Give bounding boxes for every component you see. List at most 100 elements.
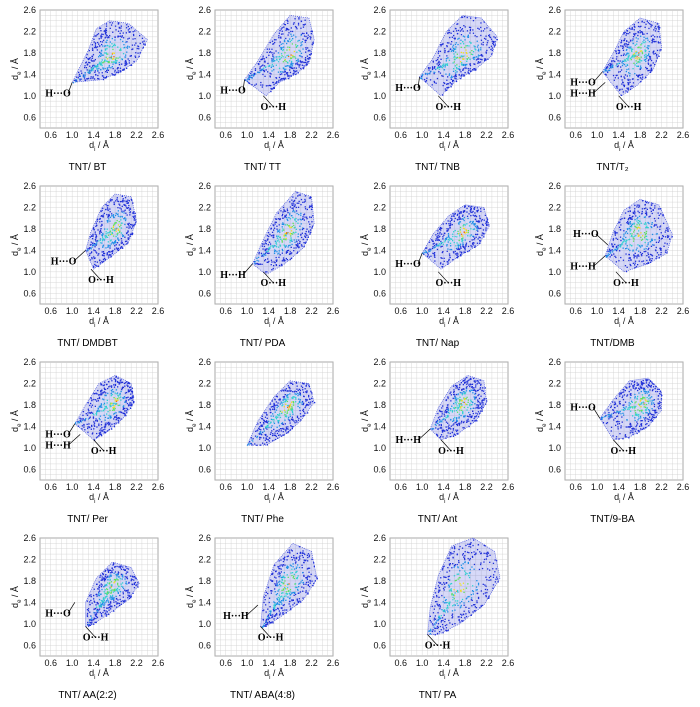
data-point [124, 223, 126, 226]
data-point [104, 77, 106, 79]
data-point [657, 212, 659, 214]
data-point [110, 199, 112, 201]
data-point [125, 200, 127, 203]
data-point [449, 436, 452, 438]
data-point [271, 48, 273, 50]
data-point [652, 40, 654, 43]
data-point [244, 79, 246, 81]
data-point [131, 396, 133, 398]
data-point [105, 56, 107, 58]
data-point [648, 247, 650, 249]
data-point [101, 36, 103, 38]
data-point [271, 61, 273, 63]
data-point [269, 422, 271, 424]
data-point [93, 266, 95, 268]
plot-svg: 0.60.61.01.01.41.41.81.82.22.22.62.6di /… [10, 357, 164, 505]
data-point [101, 224, 103, 226]
data-point [445, 64, 447, 66]
data-point [272, 235, 274, 237]
data-point [286, 74, 289, 76]
data-point [293, 67, 295, 69]
data-point [303, 32, 305, 35]
data-point [482, 44, 484, 46]
data-point [114, 400, 116, 402]
data-point [618, 71, 620, 73]
data-point [123, 203, 125, 206]
data-point [290, 62, 293, 64]
data-point [457, 230, 459, 233]
data-point [287, 219, 289, 222]
data-point [473, 228, 475, 230]
data-point [265, 85, 268, 87]
data-point [131, 232, 134, 234]
data-point [629, 225, 632, 228]
data-point [486, 27, 488, 29]
data-point [475, 56, 478, 58]
data-point [249, 441, 251, 443]
data-point [625, 90, 627, 92]
data-point [94, 42, 97, 44]
data-point [453, 241, 455, 244]
data-point [248, 82, 250, 85]
data-point [638, 250, 640, 252]
data-point [477, 238, 479, 240]
data-point [292, 391, 294, 393]
data-point [102, 62, 104, 64]
data-point [448, 253, 451, 255]
data-point [448, 258, 450, 261]
data-point [628, 68, 630, 70]
data-point [651, 202, 653, 205]
data-point [428, 249, 430, 251]
data-point [295, 60, 298, 62]
data-point [303, 35, 306, 37]
data-point [630, 224, 633, 227]
data-point [94, 246, 96, 248]
data-point [629, 228, 631, 230]
data-point [266, 261, 268, 263]
data-point [284, 411, 286, 413]
data-point [100, 231, 102, 233]
data-point [287, 40, 289, 42]
data-point [296, 385, 298, 387]
data-point [258, 72, 260, 74]
y-tick-label: 2.6 [23, 5, 36, 15]
data-point [477, 209, 479, 211]
data-point [664, 236, 667, 238]
data-point [123, 200, 125, 202]
data-point [267, 258, 269, 260]
data-point [91, 49, 94, 51]
data-point [452, 251, 455, 253]
y-tick-label: 1.0 [198, 443, 211, 453]
data-point [651, 70, 653, 72]
data-point [460, 71, 462, 73]
data-point [121, 211, 123, 213]
data-point [438, 66, 440, 68]
data-point [99, 63, 101, 65]
data-point [628, 72, 630, 74]
data-point [129, 226, 131, 228]
plot-title: TNT/ DMDBT [57, 338, 118, 349]
data-point [287, 40, 290, 43]
data-point [657, 208, 660, 210]
data-point [117, 23, 119, 25]
data-point [630, 229, 632, 231]
data-point [271, 269, 273, 271]
data-point [116, 399, 118, 402]
data-point [659, 42, 661, 44]
data-point [284, 415, 287, 418]
data-point [439, 227, 442, 229]
data-point [82, 411, 85, 413]
data-point [256, 444, 258, 446]
data-point [79, 417, 81, 419]
data-point [102, 236, 104, 238]
data-point [115, 61, 117, 63]
data-point [306, 403, 309, 406]
data-point [632, 240, 635, 242]
data-point [260, 252, 263, 254]
data-point [275, 82, 278, 84]
data-point [280, 79, 282, 81]
data-point [87, 58, 89, 60]
data-point [126, 240, 128, 242]
data-point [120, 232, 123, 234]
data-point [440, 65, 442, 67]
